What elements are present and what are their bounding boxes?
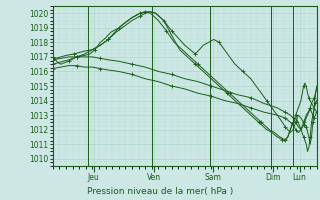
Text: Pression niveau de la mer( hPa ): Pression niveau de la mer( hPa ) — [87, 187, 233, 196]
